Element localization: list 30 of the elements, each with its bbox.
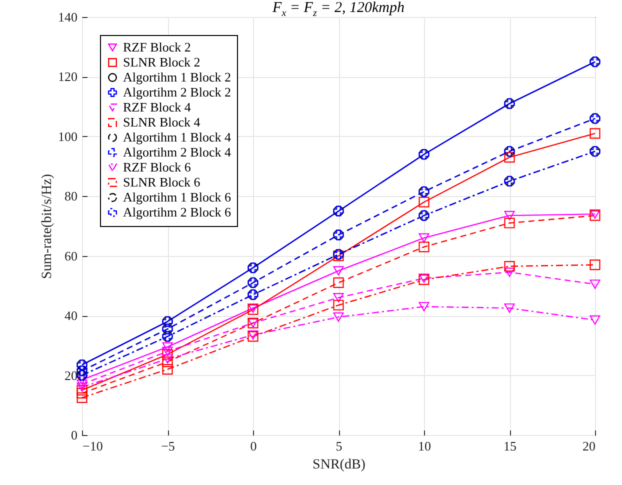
y-tick-label: 60 (64, 248, 78, 264)
x-tick-label: 20 (582, 438, 596, 454)
y-tick-label: 0 (71, 428, 78, 442)
x-tick-label: −10 (82, 438, 103, 454)
y-tick-label: 80 (64, 188, 78, 204)
y-tick-label: 120 (58, 69, 78, 84)
legend-label: Algortihm 1 Block 2 (123, 70, 231, 84)
y-tick-label: 100 (58, 128, 78, 144)
y-tick-label: 20 (64, 368, 78, 383)
y-axis-title: Sum-rate(bit/s/Hz) (40, 174, 55, 279)
x-tick-label: 15 (504, 438, 516, 454)
legend-label: Algortihm 2 Block 2 (123, 84, 231, 100)
legend-label: SLNR Block 6 (123, 174, 201, 190)
legend-label: RZF Block 2 (123, 40, 191, 54)
legend-label: Algortihm 2 Block 6 (123, 204, 232, 220)
legend-label: SLNR Block 4 (123, 114, 201, 130)
y-tick-label: 40 (64, 308, 78, 324)
legend-label: SLNR Block 2 (123, 54, 200, 70)
legend-label: RZF Block 4 (123, 100, 192, 114)
y-tick-label: 140 (58, 10, 78, 24)
legend-label: Algortihm 2 Block 4 (123, 144, 232, 160)
chart-title: F$_{x}$ = F$_{z}$ = 2, 120kmph (272, 0, 406, 19)
x-axis-title: SNR(dB) (312, 458, 366, 472)
x-tick-label: 5 (336, 438, 342, 454)
legend-label: Algortihm 1 Block 6 (123, 190, 232, 204)
x-tick-label: −5 (161, 438, 175, 454)
legend-label: Algortihm 1 Block 4 (123, 130, 232, 144)
x-tick-label: 10 (418, 438, 431, 454)
legend-label: RZF Block 6 (123, 160, 192, 174)
x-tick-label: 0 (250, 438, 257, 454)
